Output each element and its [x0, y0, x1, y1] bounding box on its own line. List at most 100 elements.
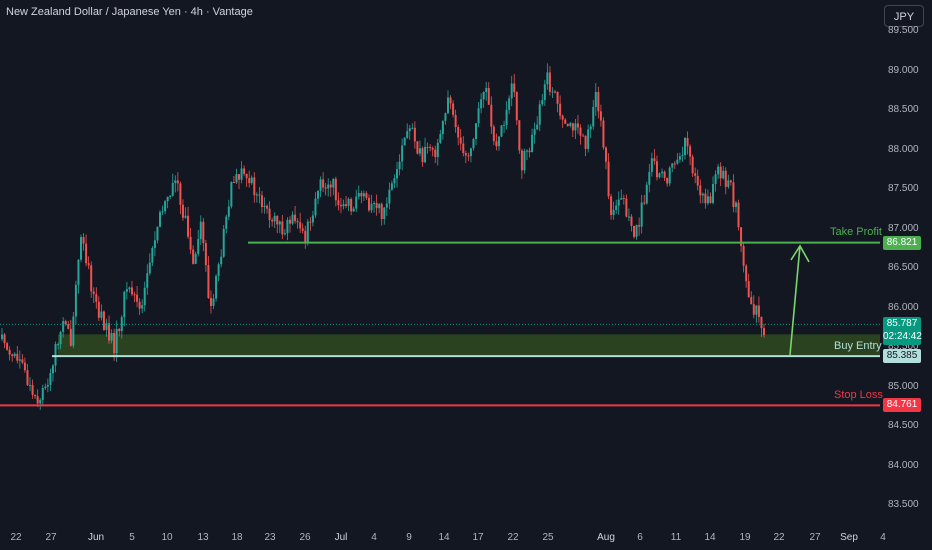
candle-body	[523, 150, 526, 171]
current-price-tag: 85.787 02:24:42	[883, 317, 922, 345]
candle-body	[21, 359, 24, 363]
candle-body	[345, 204, 348, 206]
candle-body	[755, 305, 758, 315]
candle-body	[337, 200, 340, 206]
x-tick-label: 18	[231, 532, 243, 543]
candle-body	[650, 158, 653, 172]
candle-body	[589, 126, 592, 130]
candle-body	[592, 107, 595, 127]
x-tick-label: 10	[161, 532, 173, 543]
candle-body	[734, 202, 737, 208]
candle-body	[36, 396, 39, 404]
candle-body	[240, 168, 243, 180]
x-tick-label: 17	[472, 532, 484, 543]
candle-body	[439, 134, 442, 143]
take-profit-label: Take Profit	[830, 226, 882, 238]
candle-body	[485, 88, 488, 92]
candle-body	[227, 206, 230, 217]
candle-body	[29, 385, 32, 387]
candle-body	[388, 189, 391, 204]
candle-body	[546, 72, 549, 85]
candle-body	[548, 72, 551, 92]
candle-body	[673, 163, 676, 165]
x-tick-label: 4	[371, 532, 377, 543]
candle-body	[367, 197, 370, 211]
candle-body	[6, 343, 9, 350]
x-tick-label: 23	[264, 532, 276, 543]
candle-body	[108, 323, 111, 341]
candle-body	[347, 198, 350, 206]
candle-body	[444, 113, 447, 121]
candle-body	[533, 129, 536, 135]
candle-body	[207, 265, 210, 299]
candle-body	[332, 178, 335, 188]
candle-body	[268, 208, 271, 220]
candle-body	[393, 178, 396, 184]
candle-body	[515, 92, 518, 121]
candle-body	[505, 109, 508, 125]
candle-body	[184, 215, 187, 218]
candle-body	[763, 328, 765, 336]
candle-body	[528, 150, 531, 153]
candle-body	[273, 215, 276, 222]
y-tick-label: 83.500	[888, 499, 919, 510]
candle-body	[587, 129, 590, 149]
y-tick-label: 89.500	[888, 25, 919, 36]
candle-body	[304, 230, 307, 243]
candle-body	[745, 265, 748, 282]
x-tick-label: 27	[45, 532, 57, 543]
candle-body	[436, 142, 439, 157]
candle-body	[235, 174, 238, 183]
candle-body	[248, 178, 251, 184]
candle-body	[258, 194, 261, 196]
candle-body	[653, 158, 656, 162]
candle-body	[31, 385, 34, 395]
candle-body	[597, 92, 600, 112]
candle-body	[724, 170, 727, 187]
x-tick-label: 25	[542, 532, 554, 543]
buy-entry-label: Buy Entry	[834, 340, 882, 352]
candle-body	[204, 243, 207, 266]
candle-body	[164, 201, 167, 212]
candle-body	[100, 311, 103, 318]
candle-body	[222, 228, 225, 257]
currency-button[interactable]: JPY	[884, 5, 924, 27]
candle-body	[757, 305, 760, 317]
candle-body	[574, 123, 577, 131]
x-tick-label: 22	[773, 532, 785, 543]
candle-body	[554, 91, 557, 93]
candle-body	[77, 259, 80, 285]
candle-body	[334, 178, 337, 201]
stop-loss-label: Stop Loss	[834, 389, 883, 401]
candle-body	[34, 394, 37, 397]
candle-body	[217, 264, 220, 276]
candle-body	[607, 161, 610, 197]
candle-body	[23, 362, 26, 371]
candle-body	[396, 169, 399, 179]
candle-body	[385, 203, 388, 208]
candle-body	[230, 182, 233, 207]
candle-body	[187, 215, 190, 237]
candle-body	[238, 174, 241, 180]
x-tick-label: Jun	[87, 532, 105, 543]
candle-body	[156, 226, 159, 241]
candle-body	[260, 195, 263, 207]
candle-body	[569, 123, 572, 126]
candle-body	[640, 202, 643, 227]
candle-body	[566, 123, 569, 126]
candle-body	[556, 91, 559, 104]
candle-body	[174, 180, 177, 183]
y-tick-label: 84.500	[888, 420, 919, 431]
candle-body	[141, 305, 144, 309]
candle-body	[699, 185, 702, 196]
candle-body	[296, 221, 299, 223]
candle-body	[403, 137, 406, 146]
y-tick-label: 84.000	[888, 459, 919, 471]
candle-body	[143, 287, 146, 306]
candle-body	[299, 222, 302, 229]
candle-body	[398, 161, 401, 170]
candle-body	[446, 97, 449, 114]
candle-body	[8, 349, 11, 355]
candle-body	[531, 134, 534, 153]
